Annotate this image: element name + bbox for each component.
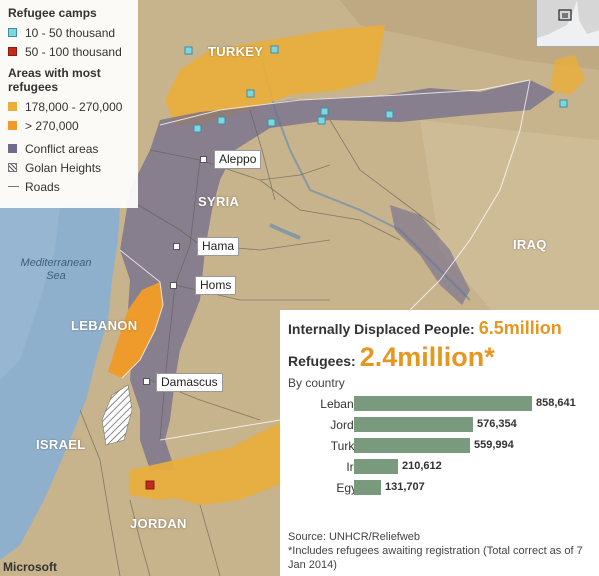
bar-row-egypt: Egypt 131,707 (288, 478, 599, 499)
country-label-lebanon: LEBANON (71, 318, 138, 333)
city-marker-hama (173, 243, 180, 250)
bar-iraq[interactable] (354, 459, 398, 474)
legend-item-conflict: Conflict areas (8, 139, 138, 158)
city-marker-aleppo (200, 156, 207, 163)
camp-zaatari (145, 480, 155, 490)
refugees-label: Refugees: (288, 353, 356, 369)
area-mid-swatch (8, 102, 17, 111)
bar-value-label: 559,994 (474, 439, 514, 451)
bar-value-label: 576,354 (477, 418, 517, 430)
city-marker-homs (170, 282, 177, 289)
by-country-heading: By country (288, 376, 345, 390)
footnote-text: *Includes refugees awaiting registration… (288, 545, 583, 571)
bar-row-lebanon: Lebanon 858,641 (288, 394, 599, 415)
bar-value-label: 131,707 (385, 481, 425, 493)
area-high-swatch (8, 121, 17, 130)
legend-item-area-high: > 270,000 (8, 116, 138, 135)
bar-value-label: 858,641 (536, 397, 576, 409)
turkey-refugee-area (165, 25, 385, 125)
conflict-area-east (390, 205, 470, 305)
road-swatch (8, 186, 19, 187)
city-label-damascus[interactable]: Damascus (156, 373, 223, 392)
legend-item-camp-small: 10 - 50 thousand (8, 23, 138, 42)
legend-item-golan: Golan Heights (8, 158, 138, 177)
conflict-swatch (8, 144, 17, 153)
city-label-hama[interactable]: Hama (197, 237, 240, 256)
refugee-bar-chart: Lebanon 858,641 Jordan 576,354 Turkey 559,994… (288, 394, 599, 499)
legend-label: 10 - 50 thousand (25, 25, 116, 40)
legend-label: Golan Heights (25, 160, 102, 175)
legend-label: > 270,000 (25, 118, 79, 133)
refugee-camps (184, 45, 568, 133)
map-legend: Refugee camps 10 - 50 thousand 50 - 100 … (0, 0, 138, 208)
source-note: Source: UNHCR/Reliefweb *Includes refuge… (288, 530, 593, 572)
legend-item-camp-large: 50 - 100 thousand (8, 42, 138, 61)
legend-camps-heading: Refugee camps (8, 6, 97, 20)
jordan-refugee-area (130, 420, 300, 505)
bar-jordan[interactable] (354, 417, 473, 432)
country-label-israel: ISRAEL (36, 437, 86, 452)
lebanon-area (108, 282, 163, 378)
camp-small-swatch (8, 28, 17, 37)
legend-item-area-mid: 178,000 - 270,000 (8, 97, 138, 116)
bar-row-turkey: Turkey 559,994 (288, 436, 599, 457)
golan-heights (101, 384, 133, 446)
city-label-homs[interactable]: Homs (195, 276, 237, 295)
country-label-syria: SYRIA (198, 194, 240, 209)
bar-lebanon[interactable] (354, 396, 532, 411)
legend-areas-heading: Areas with most refugees (8, 66, 101, 94)
source-text: Source: UNHCR/Reliefweb (288, 531, 421, 543)
city-label-aleppo[interactable]: Aleppo (214, 150, 262, 169)
country-label-iraq: IRAQ (513, 237, 547, 252)
refugees-value: 2.4million* (359, 342, 495, 372)
legend-label: 178,000 - 270,000 (25, 99, 123, 114)
legend-label: Conflict areas (25, 141, 99, 156)
golan-swatch (8, 163, 17, 172)
camp-large-swatch (8, 47, 17, 56)
bar-turkey[interactable] (354, 438, 470, 453)
refugee-stats-panel: Internally Displaced People: 6.5million … (280, 310, 599, 576)
bar-row-jordan: Jordan 576,354 (288, 415, 599, 436)
idp-value: 6.5million (478, 318, 562, 338)
legend-label: Roads (25, 179, 60, 194)
map-attribution: Microsoft (3, 560, 57, 574)
conflict-area-west (120, 80, 555, 470)
country-label-turkey: TURKEY (208, 44, 264, 59)
idp-line: Internally Displaced People: 6.5million (288, 318, 599, 342)
legend-item-roads: Roads (8, 177, 138, 196)
refugees-line: Refugees: 2.4million* (288, 342, 599, 372)
country-label-jordan: JORDAN (130, 516, 187, 531)
idp-label: Internally Displaced People: (288, 321, 475, 337)
bar-value-label: 210,612 (402, 460, 442, 472)
bar-row-iraq: Iraq210,612 (288, 457, 599, 478)
legend-label: 50 - 100 thousand (25, 44, 122, 59)
locator-map (536, 0, 599, 47)
bar-egypt[interactable] (354, 480, 381, 495)
sea-label: Mediterranean Sea (20, 257, 92, 282)
city-marker-damascus (143, 378, 150, 385)
